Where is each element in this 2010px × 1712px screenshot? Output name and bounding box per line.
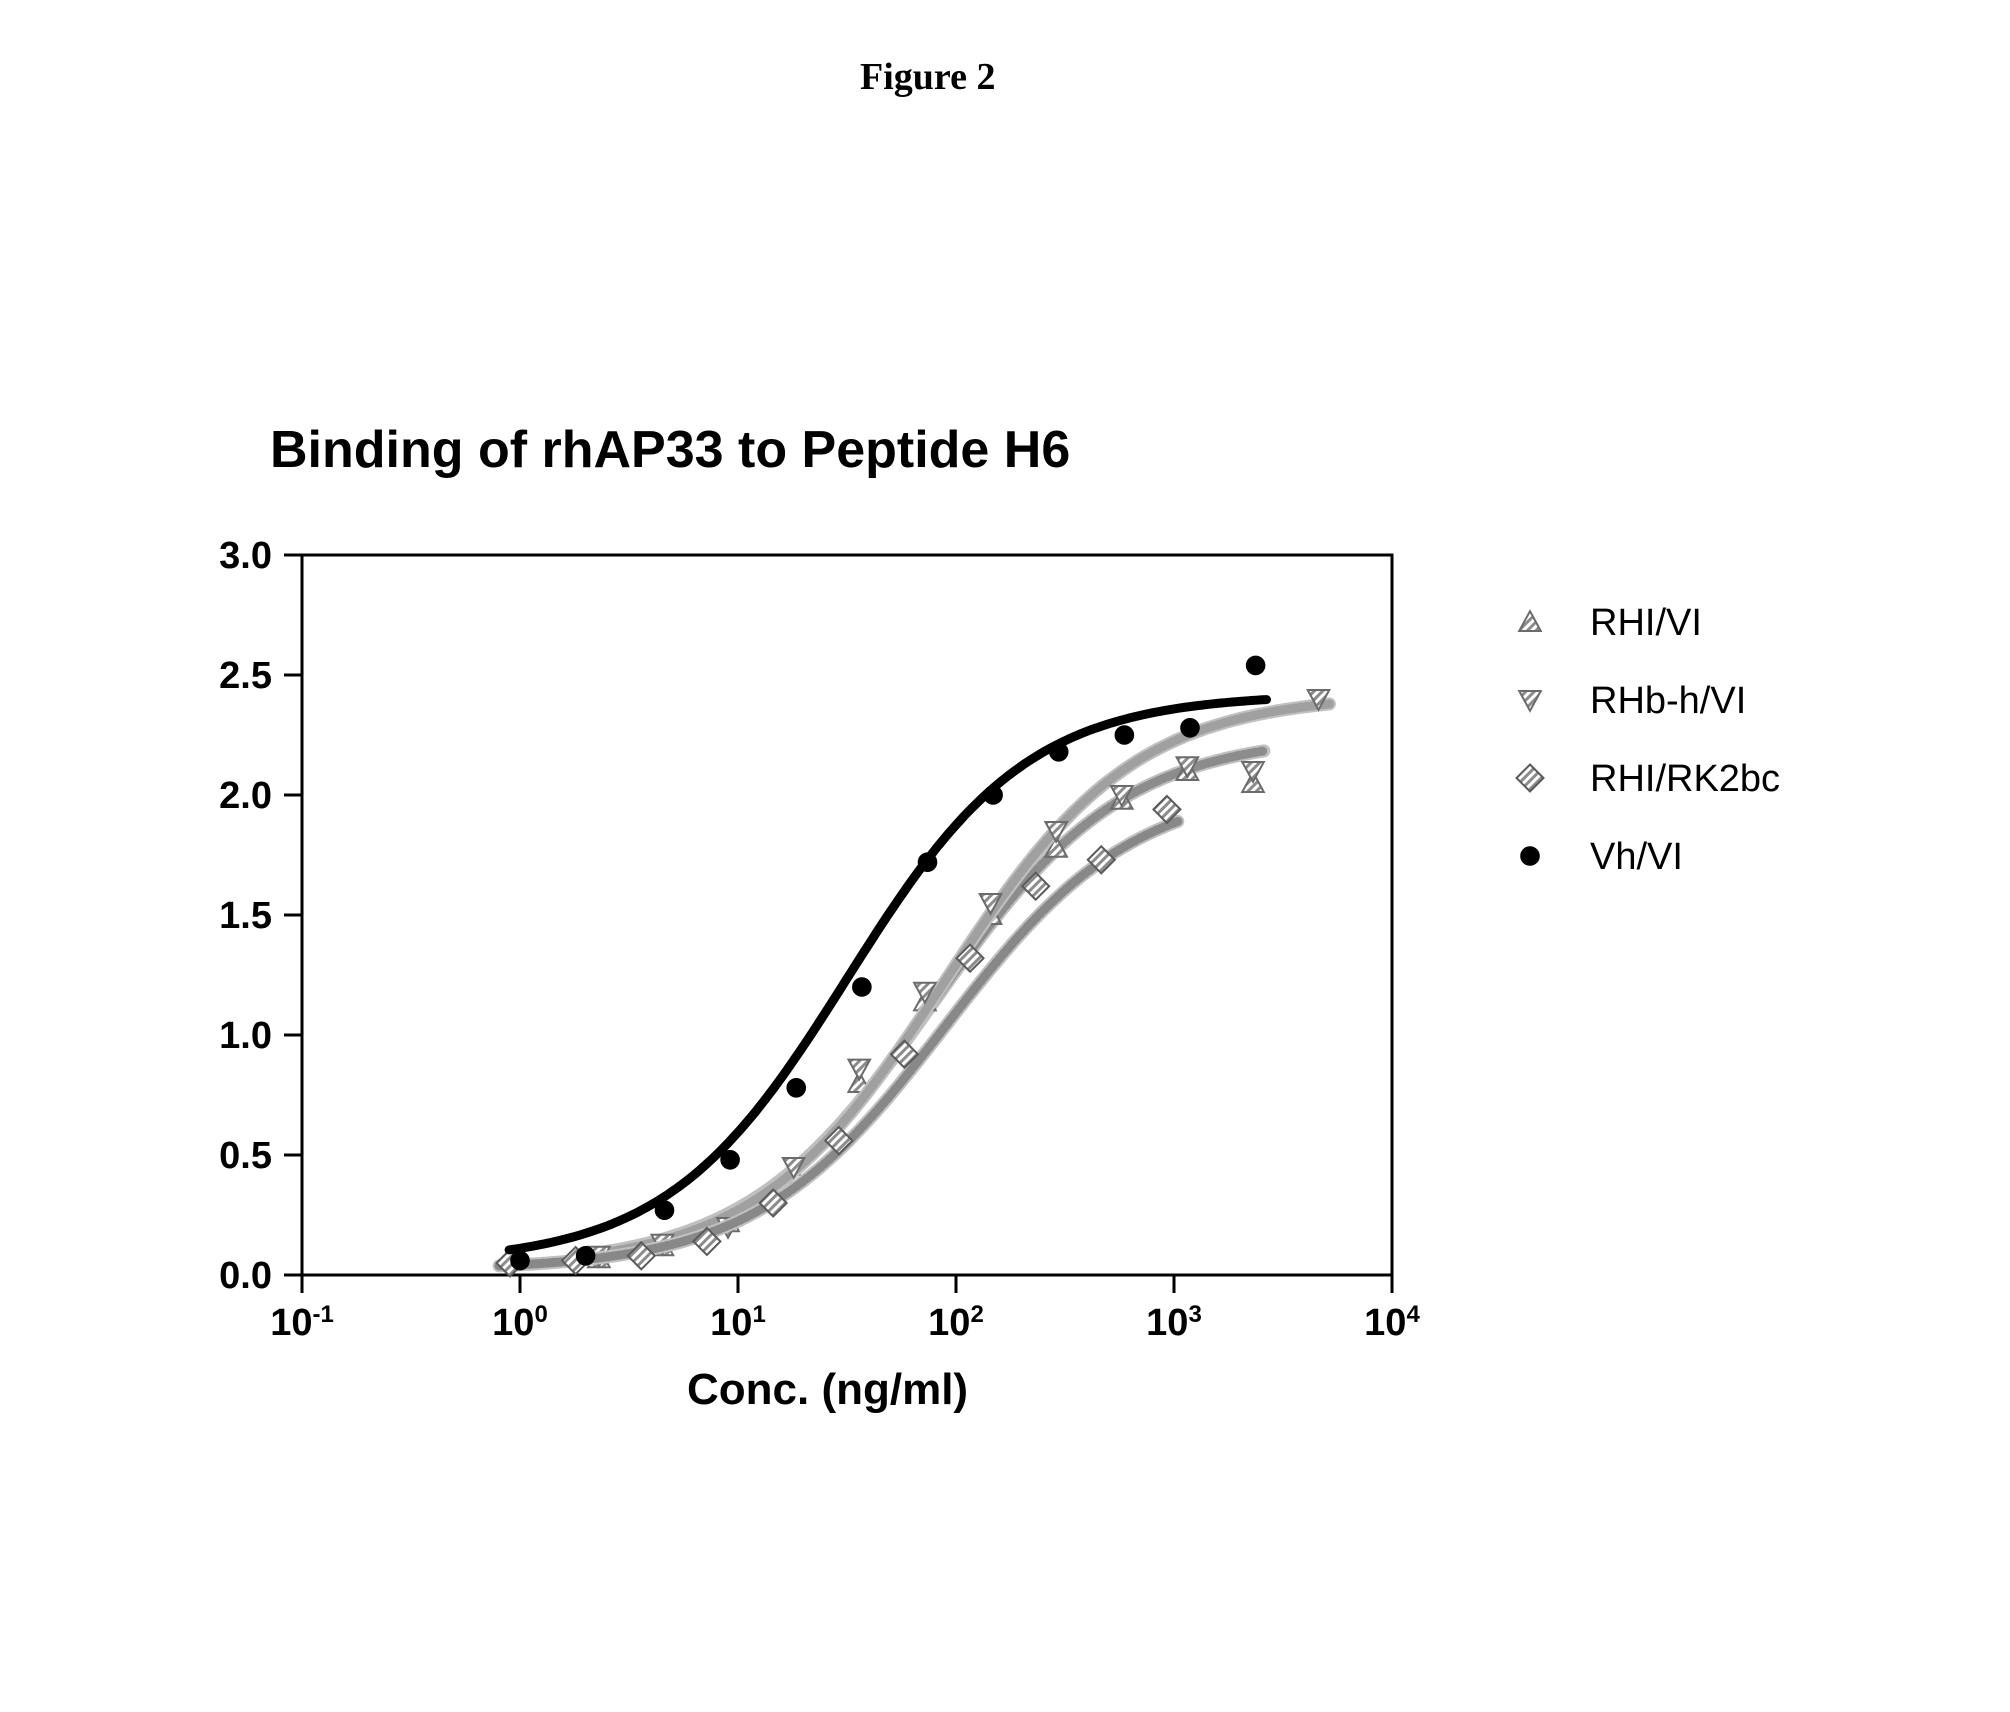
svg-text:0.0: 0.0 bbox=[219, 1255, 272, 1297]
legend-label: RHb-h/VI bbox=[1590, 680, 1746, 722]
binding-chart: 0.0 0.5 1.0 1.5 2.0 2.5 3.0 10-1 100 101 102 103 104… bbox=[122, 515, 1912, 1475]
figure-label: Figure 2 bbox=[860, 55, 995, 99]
legend-label: RHI/VI bbox=[1590, 602, 1702, 644]
svg-text:10-1: 10-1 bbox=[270, 1301, 334, 1345]
svg-text:104: 104 bbox=[1364, 1301, 1420, 1345]
chart-title: Binding of rhAP33 to Peptide H6 bbox=[270, 420, 1070, 480]
svg-text:1.5: 1.5 bbox=[219, 895, 272, 937]
svg-text:1.0: 1.0 bbox=[219, 1015, 272, 1057]
svg-text:2.0: 2.0 bbox=[219, 775, 272, 817]
svg-text:100: 100 bbox=[492, 1301, 548, 1345]
svg-text:103: 103 bbox=[1146, 1301, 1202, 1345]
svg-text:2.5: 2.5 bbox=[219, 655, 272, 697]
svg-text:3.0: 3.0 bbox=[219, 535, 272, 577]
svg-text:102: 102 bbox=[928, 1301, 984, 1345]
svg-text:0.5: 0.5 bbox=[219, 1135, 272, 1177]
svg-text:101: 101 bbox=[710, 1301, 766, 1345]
legend-label: Vh/VI bbox=[1590, 836, 1683, 878]
legend-label: RHI/RK2bc bbox=[1590, 758, 1780, 800]
